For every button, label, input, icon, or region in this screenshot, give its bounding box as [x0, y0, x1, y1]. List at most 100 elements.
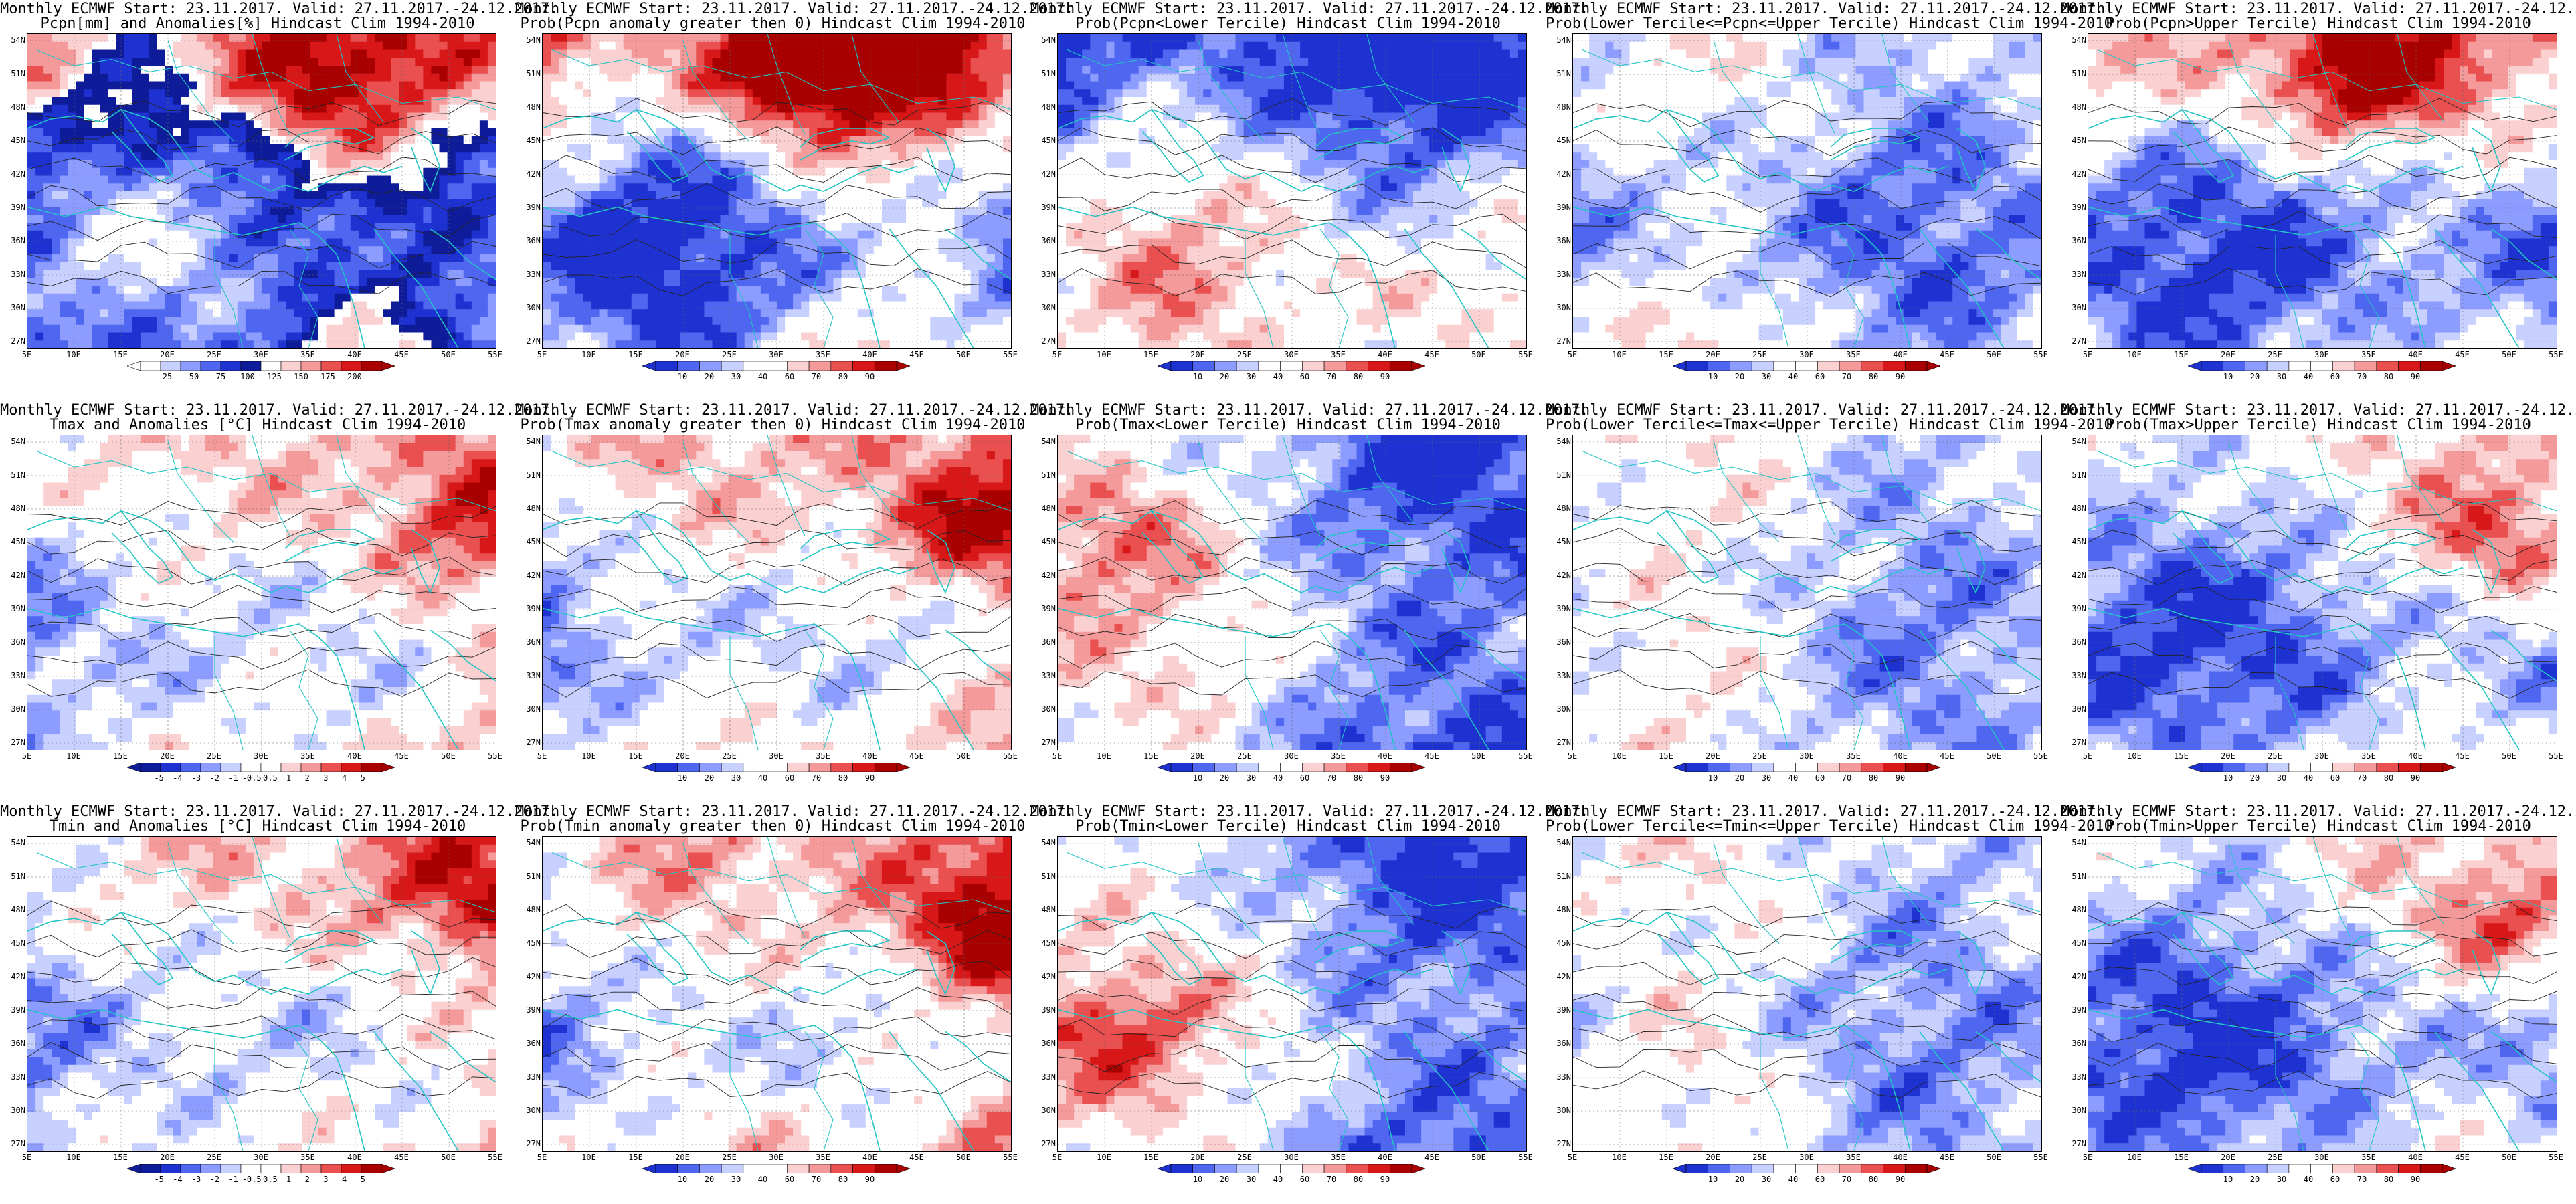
- field-cell: [229, 128, 238, 137]
- field-cell: [906, 215, 915, 223]
- field-cell: [825, 317, 834, 326]
- field-cell: [801, 167, 810, 177]
- field-cell: [664, 191, 672, 200]
- field-cell: [817, 278, 826, 286]
- field-cell: [399, 97, 407, 106]
- field-cell: [140, 301, 149, 310]
- field-cell: [599, 293, 608, 302]
- field-cell: [543, 340, 551, 348]
- field-cell: [399, 73, 407, 82]
- field-cell: [777, 41, 786, 51]
- field-cell: [342, 215, 351, 223]
- field-cell: [777, 144, 786, 153]
- colorbar-swatch: [787, 361, 810, 371]
- field-cell: [205, 41, 214, 51]
- latitude-label: 36N: [1032, 237, 1056, 245]
- field-cell: [487, 262, 496, 271]
- field-cell: [278, 262, 286, 271]
- field-cell: [253, 97, 262, 106]
- field-cell: [930, 340, 939, 348]
- field-cell: [938, 81, 947, 90]
- field-cell: [736, 332, 745, 341]
- field-cell: [132, 152, 141, 161]
- field-cell: [108, 89, 117, 98]
- field-cell: [647, 144, 656, 153]
- field-cell: [439, 49, 448, 58]
- field-cell: [793, 34, 802, 43]
- field-cell: [833, 144, 842, 153]
- field-cell: [92, 120, 101, 129]
- field-cell: [463, 238, 472, 247]
- field-cell: [728, 183, 737, 192]
- field-cell: [479, 238, 488, 247]
- field-cell: [1227, 41, 1236, 51]
- field-cell: [922, 230, 931, 239]
- field-cell: [898, 120, 907, 129]
- field-cell: [318, 66, 327, 74]
- field-cell: [447, 246, 456, 255]
- field-cell: [575, 49, 583, 58]
- field-cell: [930, 58, 939, 66]
- field-cell: [785, 58, 794, 66]
- field-cell: [615, 207, 624, 215]
- field-cell: [1106, 49, 1115, 58]
- field-cell: [415, 301, 424, 310]
- field-cell: [712, 144, 721, 153]
- field-cell: [423, 89, 432, 98]
- field-cell: [825, 191, 834, 200]
- field-cell: [583, 286, 592, 294]
- field-cell: [543, 278, 551, 286]
- field-cell: [962, 104, 972, 114]
- latitude-label: 42N: [517, 170, 541, 178]
- field-cell: [898, 223, 907, 231]
- field-cell: [455, 175, 464, 184]
- field-cell: [124, 81, 133, 90]
- field-cell: [318, 340, 327, 348]
- field-cell: [978, 175, 988, 184]
- field-cell: [68, 215, 77, 223]
- field-cell: [342, 199, 351, 208]
- field-cell: [785, 136, 794, 145]
- field-cell: [455, 324, 464, 334]
- field-cell: [881, 183, 891, 192]
- field-cell: [35, 223, 44, 231]
- field-cell: [938, 238, 947, 247]
- field-cell: [849, 215, 858, 223]
- field-cell: [946, 49, 955, 58]
- field-cell: [962, 254, 972, 263]
- longitude-label: 50E: [950, 350, 977, 359]
- field-cell: [785, 317, 794, 326]
- field-cell: [173, 207, 181, 215]
- field-cell: [245, 246, 254, 255]
- field-cell: [447, 136, 456, 145]
- field-cell: [165, 293, 173, 302]
- field-cell: [213, 230, 222, 239]
- field-cell: [639, 199, 648, 208]
- field-cell: [938, 317, 947, 326]
- field-cell: [1170, 34, 1180, 43]
- field-cell: [35, 317, 44, 326]
- field-cell: [374, 97, 383, 106]
- field-cell: [607, 270, 616, 278]
- field-cell: [583, 293, 592, 302]
- field-cell: [736, 238, 745, 247]
- field-cell: [326, 112, 335, 121]
- field-cell: [849, 120, 858, 129]
- field-cell: [986, 175, 996, 184]
- field-cell: [124, 223, 133, 231]
- field-cell: [841, 66, 850, 74]
- field-cell: [334, 175, 343, 184]
- field-cell: [487, 58, 496, 66]
- isoline: [27, 157, 496, 185]
- field-cell: [664, 254, 672, 263]
- field-cell: [68, 207, 77, 215]
- field-cell: [623, 332, 632, 341]
- field-cell: [471, 58, 480, 66]
- field-cell: [1002, 293, 1011, 302]
- field-cell: [1162, 41, 1172, 51]
- field-cell: [245, 215, 254, 223]
- field-cell: [92, 223, 101, 231]
- field-cell: [197, 262, 206, 271]
- field-cell: [229, 73, 238, 82]
- field-cell: [415, 324, 424, 334]
